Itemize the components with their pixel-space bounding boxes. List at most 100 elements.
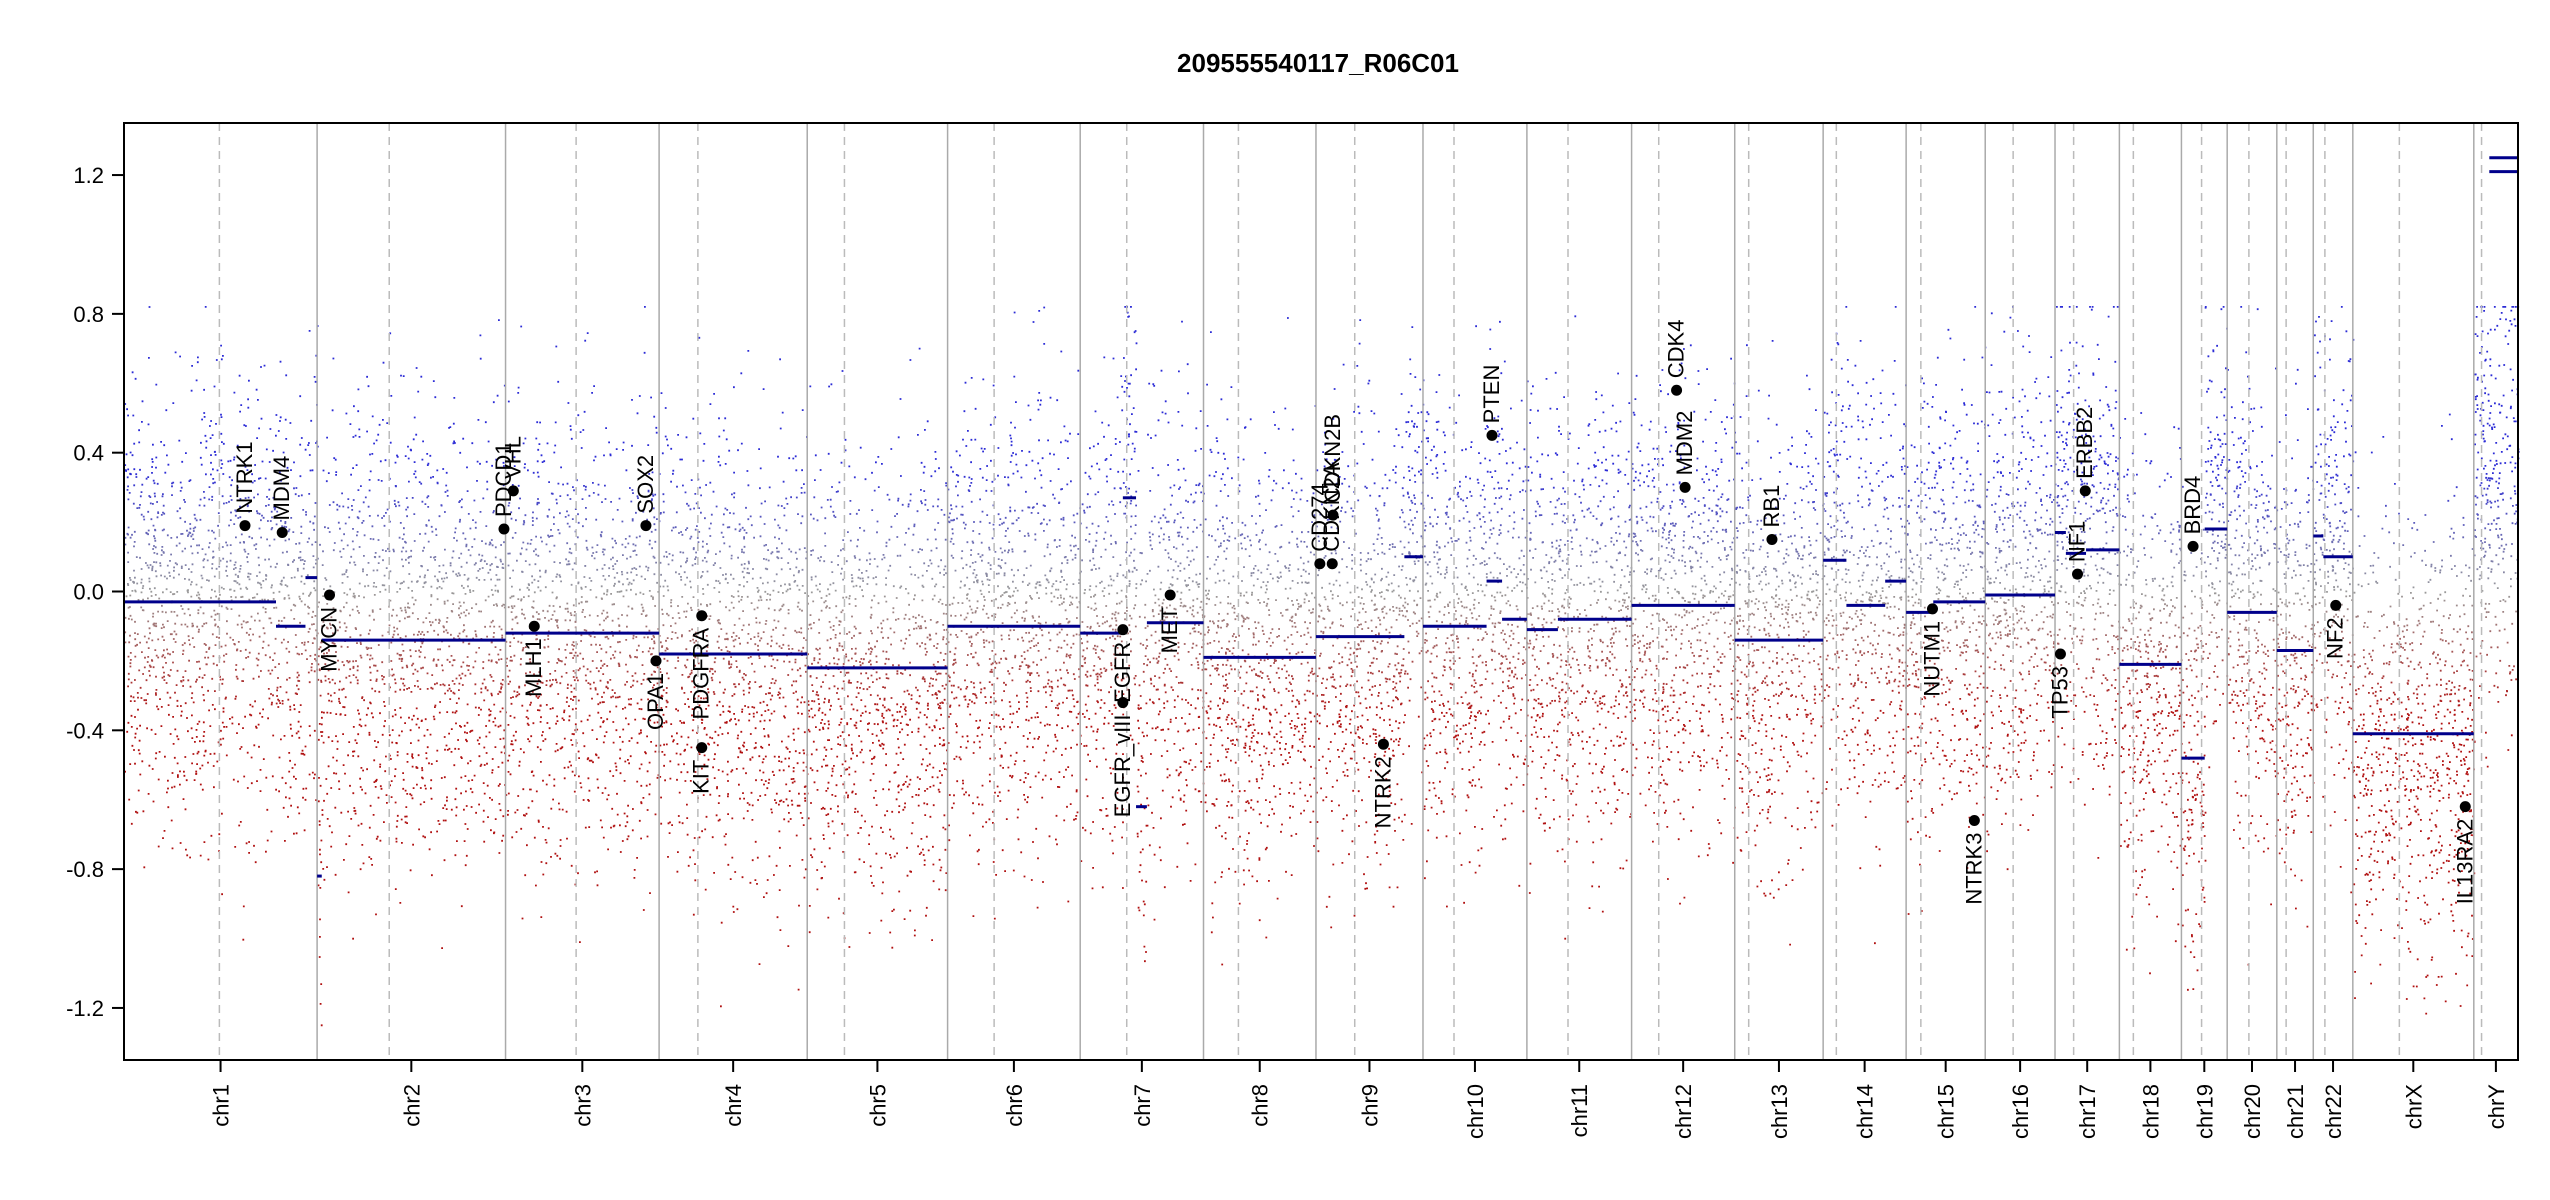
probe-dots	[141, 586, 2499, 590]
probe-dots	[139, 686, 2499, 689]
probe-dots	[393, 499, 2499, 502]
y-tick-label: -1.2	[66, 996, 104, 1021]
gene-point	[1766, 533, 1778, 545]
probe-dots	[161, 676, 2384, 680]
gene-point	[1377, 738, 1389, 750]
gene-label: PDGFRA	[689, 627, 714, 719]
probe-dots	[134, 575, 2293, 579]
gene-label: CDKN2B	[1320, 414, 1345, 503]
probe-dots	[136, 643, 2385, 647]
probe-dots	[129, 614, 2445, 618]
probe-dots	[134, 589, 2316, 592]
gene-point	[2054, 648, 2066, 660]
gene-label: BRD4	[2180, 476, 2205, 535]
probe-dots	[148, 577, 2519, 580]
gene-point	[2072, 568, 2084, 580]
probe-dots	[179, 516, 2500, 520]
gene-point	[1314, 558, 1326, 570]
probe-dots	[133, 569, 2442, 573]
probe-dots	[176, 614, 2451, 617]
gene-label: NTRK2	[1370, 756, 1395, 828]
probe-dots	[140, 513, 2479, 517]
gene-label: TP53	[2047, 666, 2072, 719]
probe-dots	[127, 685, 2420, 688]
probe-dots	[142, 672, 2429, 676]
probe-dots	[151, 565, 2443, 568]
probe-dots	[140, 567, 2354, 570]
gene-point	[528, 620, 540, 632]
probe-dots	[222, 707, 2353, 710]
probe-dots	[170, 553, 2353, 556]
probe-dots	[243, 548, 2328, 551]
probe-dots	[163, 512, 2516, 516]
probe-dots	[191, 636, 2376, 640]
x-tick-label: chr13	[1767, 1084, 1792, 1139]
probe-dots	[129, 576, 2490, 580]
gene-label: IL13RA2	[2452, 819, 2477, 905]
gene-label: MYCN	[317, 607, 342, 672]
probe-dots	[135, 556, 2380, 559]
x-tick-label: chr9	[1357, 1084, 1382, 1127]
probe-dots	[207, 689, 2508, 693]
y-tick-label: -0.8	[66, 857, 104, 882]
probe-dots	[180, 680, 2451, 683]
probe-dots	[152, 612, 2193, 615]
probe-dots	[186, 625, 2406, 628]
probe-dots	[203, 557, 2504, 561]
x-tick-label: chr6	[1002, 1084, 1027, 1127]
probe-dots	[283, 487, 2499, 490]
probe-dots	[141, 482, 2396, 486]
x-tick-label: chr8	[1248, 1084, 1273, 1127]
gene-point	[640, 520, 652, 532]
x-tick-label: chr20	[2240, 1084, 2265, 1139]
gene-label: PDCD1	[491, 442, 516, 517]
gene-label: CD274	[1307, 483, 1332, 551]
probe-dots	[150, 599, 2507, 603]
x-tick-label: chr1	[209, 1084, 234, 1127]
gene-label: CDKN2A	[1319, 462, 1344, 552]
probe-dots	[225, 541, 2486, 544]
probe-dots	[124, 711, 2513, 1027]
probe-dots	[221, 682, 2448, 686]
probe-dots	[166, 648, 2406, 651]
probe-dots	[208, 709, 2427, 712]
probe-dots	[127, 582, 2496, 586]
gene-label: NUTM1	[1919, 621, 1944, 697]
probe-dots	[142, 515, 2269, 519]
gene-label: NF2	[2323, 617, 2348, 659]
x-tick-label: chr7	[1130, 1084, 1155, 1127]
probe-dots	[136, 691, 2395, 694]
probe-dots	[284, 539, 2341, 542]
gene-label: MDM2	[1672, 411, 1697, 476]
gene-label: MLH1	[521, 638, 546, 697]
gene-label: NTRK1	[232, 441, 257, 513]
y-tick-label: 0.0	[73, 580, 104, 605]
probe-dots	[161, 604, 2474, 607]
probe-dots	[143, 635, 2424, 638]
probe-dots	[167, 652, 2434, 656]
probe-dots	[165, 611, 2488, 614]
y-tick-label: 0.4	[73, 441, 104, 466]
x-tick-label: chr11	[1567, 1084, 1592, 1137]
probe-dots	[142, 598, 2302, 601]
x-tick-label: chr15	[1934, 1084, 1959, 1139]
probe-dots	[127, 560, 2494, 563]
probe-dots	[134, 620, 2434, 623]
probe-dots	[378, 690, 2491, 694]
gene-label: SOX2	[633, 455, 658, 514]
probe-dots	[152, 479, 2491, 482]
probe-dots	[190, 570, 2493, 574]
probe-dots	[197, 596, 2324, 599]
probe-dots	[153, 624, 2470, 628]
probe-dots	[130, 618, 2408, 621]
probe-dots	[176, 535, 2477, 539]
probe-dots	[200, 585, 2415, 589]
probe-dots	[214, 613, 2466, 616]
y-tick-label: 1.2	[73, 163, 104, 188]
probe-dots	[137, 599, 2505, 602]
gene-point	[2330, 599, 2342, 611]
probe-dots	[239, 497, 2512, 500]
probe-dots	[199, 667, 2416, 671]
probe-dots	[128, 617, 2152, 621]
